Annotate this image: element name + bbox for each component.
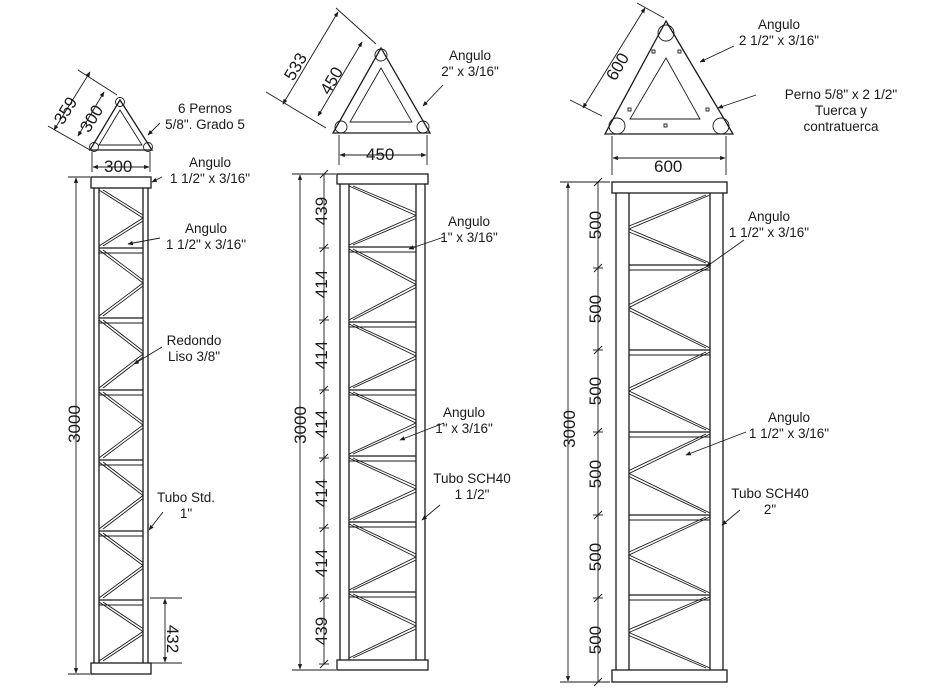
t2-label-angle-a: Angulo 1" x 3/16" (440, 214, 498, 245)
t2-label-tube: Tubo SCH40 1 1/2" (433, 471, 511, 502)
t2-dim-width: 450 (366, 145, 395, 164)
tower-1-elevation (68, 176, 182, 675)
t3-segment-3: 500 (586, 376, 606, 406)
t1-dim-width: 300 (104, 157, 133, 176)
tower-3 (560, 2, 757, 687)
t1-label-bolts: 6 Pernos 5/8". Grado 5 (165, 101, 245, 132)
t1-label-angle-top: Angulo 1 1/2" x 3/16" (169, 155, 251, 186)
t2-segment-3: 414 (312, 340, 332, 370)
t3-dim-height: 3000 (559, 410, 579, 448)
t3-label-angle-b: Angulo 1 1/2" x 3/16" (748, 410, 830, 441)
tower-1-section (47, 69, 154, 172)
t3-segment-6: 500 (586, 625, 606, 655)
t3-label-angle-a: Angulo 1 1/2" x 3/16" (728, 209, 810, 240)
t2-segment-1: 439 (312, 196, 332, 226)
tower-3-elevation (560, 177, 728, 687)
tower-2-section (265, 7, 432, 165)
t3-segment-5: 500 (586, 542, 606, 571)
t1-label-tube: Tubo Std. 1" (156, 490, 216, 521)
t3-segment-1: 500 (586, 210, 606, 240)
tower-2 (265, 7, 445, 671)
t1-dim-height: 3000 (64, 405, 84, 443)
t2-segment-4: 414 (312, 409, 332, 439)
t2-segment-5: 414 (312, 478, 332, 508)
tower-1 (47, 69, 182, 675)
t2-segment-2: 414 (312, 269, 332, 299)
tower-2-elevation (292, 169, 429, 671)
tower-3-section (569, 2, 735, 175)
t2-label-angle-top: Angulo 2" x 3/16" (441, 48, 499, 79)
t2-segment-6: 414 (312, 548, 332, 578)
t3-dim-width: 600 (654, 157, 683, 176)
t2-label-angle-b: Angulo 1" x 3/16" (435, 405, 493, 436)
t2-segment-7: 439 (312, 616, 332, 646)
t3-segment-4: 500 (586, 459, 606, 488)
t3-label-angle-top: Angulo 2 1/2" x 3/16" (738, 17, 820, 48)
t1-label-angle-mid: Angulo 1 1/2" x 3/16" (165, 221, 247, 252)
t3-label-bolt: Perno 5/8" x 2 1/2" Tuerca y contratuerca (784, 87, 898, 134)
t1-dim-segment: 432 (163, 624, 183, 654)
t1-label-round: Redondo Liso 3/8" (166, 333, 222, 364)
t3-segment-2: 500 (586, 294, 606, 324)
t3-label-tube: Tubo SCH40 2" (731, 486, 809, 517)
t2-dim-height: 3000 (290, 406, 310, 444)
